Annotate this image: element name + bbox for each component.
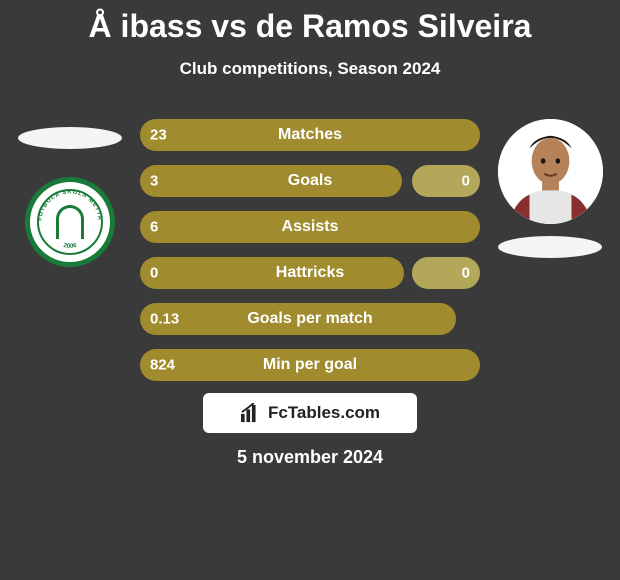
- brand-text: FcTables.com: [268, 403, 380, 423]
- page-title: Å ibass vs de Ramos Silveira: [0, 0, 620, 45]
- comparison-area: FUTBOLA SKOLA METTA 2006: [0, 119, 620, 381]
- stat-row: 6 Assists: [140, 211, 480, 243]
- stat-row: 824 Min per goal: [140, 349, 480, 381]
- stat-bar-left: [140, 257, 404, 289]
- stat-row: 23 Matches: [140, 119, 480, 151]
- stat-value-left: 3: [150, 173, 158, 190]
- stat-row: 3 0 Goals: [140, 165, 480, 197]
- left-player-column: FUTBOLA SKOLA METTA 2006: [10, 119, 130, 267]
- stat-row: 0.13 Goals per match: [140, 303, 480, 335]
- stat-value-right: 0: [462, 265, 470, 282]
- subtitle: Club competitions, Season 2024: [0, 59, 620, 79]
- stat-value-left: 0: [150, 265, 158, 282]
- stat-value-right: 0: [462, 173, 470, 190]
- player-avatar-right: [498, 119, 603, 224]
- stat-name-label: Matches: [278, 126, 342, 144]
- brand-footer[interactable]: FcTables.com: [203, 393, 417, 433]
- stat-name-label: Hattricks: [276, 264, 344, 282]
- stat-name-label: Goals: [288, 172, 332, 190]
- stat-row: 0 0 Hattricks: [140, 257, 480, 289]
- stat-value-left: 0.13: [150, 311, 179, 328]
- stat-value-left: 23: [150, 127, 167, 144]
- right-player-column: [490, 119, 610, 258]
- fctables-logo-icon: [240, 403, 262, 423]
- club-badge-placeholder-right: [498, 236, 602, 258]
- club-badge-inner: [37, 189, 103, 255]
- club-badge-arch-icon: [56, 205, 84, 239]
- stats-list: 23 Matches 3 0 Goals 6 Assists 0 0 Hattricks 0.13 G…: [140, 119, 480, 381]
- stat-name-label: Assists: [282, 218, 339, 236]
- stat-value-left: 6: [150, 219, 158, 236]
- stat-value-left: 824: [150, 357, 175, 374]
- stat-bar-left: [140, 165, 402, 197]
- club-badge-left: FUTBOLA SKOLA METTA 2006: [25, 177, 115, 267]
- date-text: 5 november 2024: [0, 447, 620, 468]
- player-avatar-placeholder-left: [18, 127, 122, 149]
- stat-name-label: Goals per match: [247, 310, 372, 328]
- stat-name-label: Min per goal: [263, 356, 357, 374]
